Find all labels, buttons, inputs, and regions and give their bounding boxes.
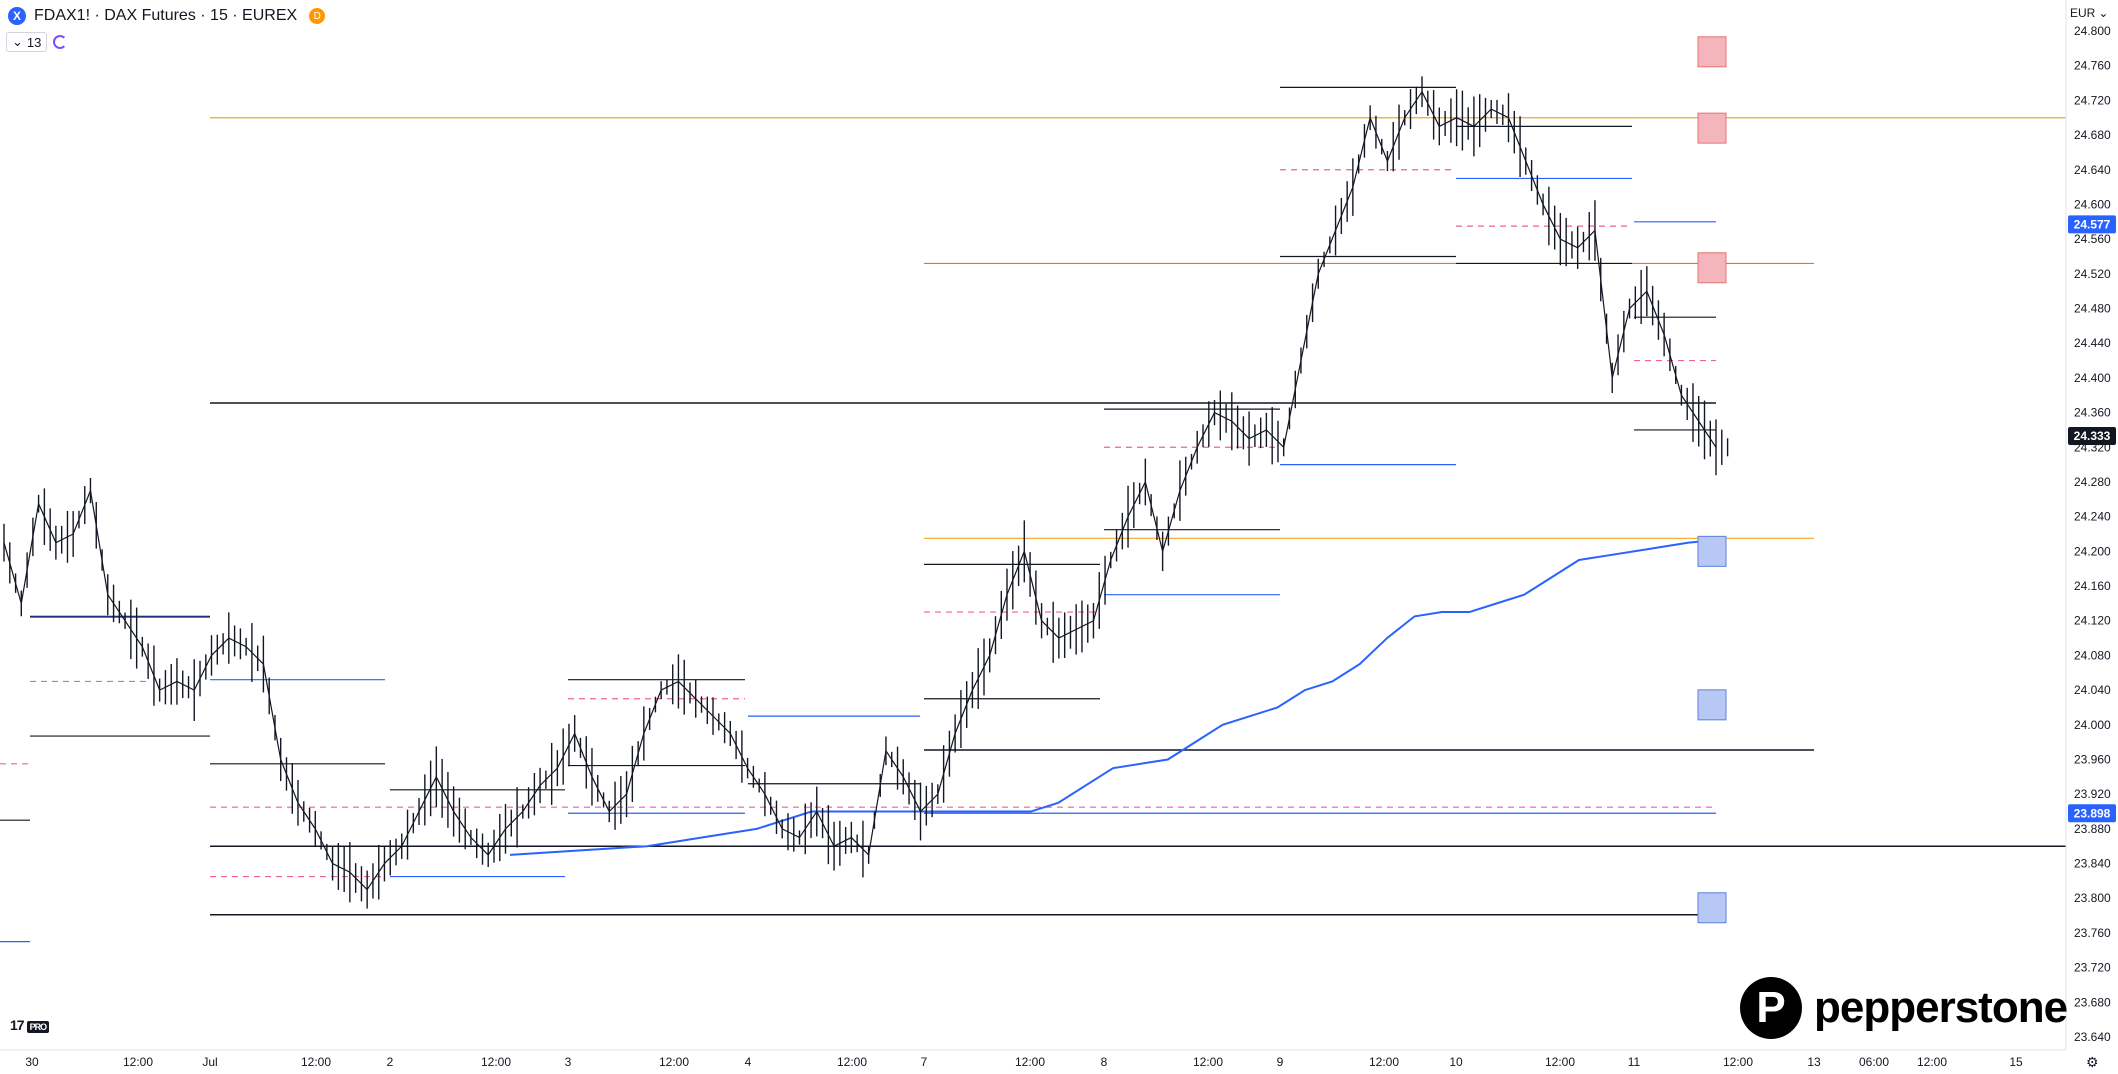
- x-tick-label-12: 8: [1101, 1055, 1108, 1069]
- x-tick-label-10: 7: [921, 1055, 928, 1069]
- x-tick-label-15: 12:00: [1369, 1055, 1399, 1069]
- y-tick-label-24: 23.840: [2074, 857, 2111, 871]
- refresh-icon[interactable]: [53, 35, 68, 49]
- x-tick-label-19: 12:00: [1723, 1055, 1753, 1069]
- y-tick-label-23: 23.880: [2074, 822, 2111, 836]
- y-tick-label-26: 23.760: [2074, 926, 2111, 940]
- gear-icon[interactable]: ⚙: [2086, 1054, 2099, 1070]
- price-badge-label-0: 24.577: [2074, 217, 2111, 231]
- pro-tag: PRO: [26, 1021, 50, 1033]
- y-tick-label-3: 24.680: [2074, 128, 2111, 142]
- price-badge-0: [2068, 215, 2116, 234]
- price-series: [3, 76, 1729, 909]
- red-box-3: [1697, 252, 1727, 284]
- y-tick-label-22: 23.920: [2074, 787, 2111, 801]
- y-tick-label-5: 24.600: [2074, 197, 2111, 211]
- price-badges: 24.577 24.333 23.898: [2068, 215, 2116, 823]
- x-tick-label-5: 12:00: [481, 1055, 511, 1069]
- y-tick-label-9: 24.440: [2074, 336, 2111, 350]
- symbol-header[interactable]: X FDAX1! · DAX Futures · 15 · EUREX D: [8, 4, 326, 28]
- y-tick-label-17: 24.120: [2074, 614, 2111, 628]
- y-tick-label-2: 24.720: [2074, 93, 2111, 107]
- chevron-down-icon: ⌄: [2098, 6, 2109, 20]
- y-tick-label-0: 24.800: [2074, 24, 2111, 38]
- x-tick-label-18: 11: [1628, 1055, 1641, 1069]
- x-tick-label-20: 13: [1807, 1055, 1821, 1069]
- price-axis[interactable]: 24.800 24.760 24.720 24.680 24.640 24.600 24.5…: [2074, 24, 2111, 1044]
- x-tick-label-14: 9: [1277, 1055, 1284, 1069]
- y-tick-label-19: 24.040: [2074, 683, 2111, 697]
- price-line: [3, 90, 1717, 891]
- x-tick-label-16: 10: [1449, 1055, 1463, 1069]
- price-badge-2: [2068, 804, 2116, 823]
- y-tick-label-25: 23.800: [2074, 891, 2111, 905]
- x-tick-label-21: 06:00: [1859, 1055, 1889, 1069]
- y-tick-label-1: 24.760: [2074, 59, 2111, 73]
- y-tick-label-15: 24.200: [2074, 544, 2111, 558]
- x-tick-label-22: 12:00: [1917, 1055, 1947, 1069]
- x-tick-label-7: 12:00: [659, 1055, 689, 1069]
- y-tick-label-27: 23.720: [2074, 961, 2111, 975]
- blue-box-3: [1697, 892, 1727, 924]
- x-tick-label-1: 12:00: [123, 1055, 153, 1069]
- x-tick-label-2: Jul: [202, 1055, 217, 1069]
- level-markers: [1697, 36, 1727, 924]
- y-tick-label-4: 24.640: [2074, 163, 2111, 177]
- y-tick-label-29: 23.640: [2074, 1030, 2111, 1044]
- price-badge-1: [2068, 427, 2116, 446]
- y-tick-label-16: 24.160: [2074, 579, 2111, 593]
- y-tick-label-6: 24.560: [2074, 232, 2111, 246]
- x-tick-label-6: 3: [565, 1055, 572, 1069]
- delayed-data-icon[interactable]: D: [309, 8, 326, 24]
- x-tick-label-8: 4: [745, 1055, 752, 1069]
- x-tick-label-23: 15: [2009, 1055, 2023, 1069]
- chevron-down-icon: ⌄: [12, 34, 23, 49]
- x-tick-label-4: 2: [387, 1055, 394, 1069]
- x-tick-label-0: 30: [25, 1055, 39, 1069]
- time-axis[interactable]: 30 12:00 Jul 12:00 2 12:00 3 12:00 4 12:00 7 12:00 8…: [25, 1055, 2023, 1069]
- price-badge-label-2: 23.898: [2074, 806, 2111, 820]
- indicator-toolbar: ⌄ 13: [6, 32, 68, 52]
- blue-box-2: [1697, 689, 1727, 721]
- tv-logo: 17: [10, 1017, 25, 1033]
- symbol-title[interactable]: FDAX1! · DAX Futures · 15 · EUREX: [34, 7, 298, 24]
- y-tick-label-21: 23.960: [2074, 752, 2111, 766]
- pepperstone-logo: P pepperstone: [1740, 977, 2068, 1039]
- y-tick-label-8: 24.480: [2074, 302, 2111, 316]
- symbol-icon: X: [8, 7, 26, 25]
- currency-label: EUR: [2070, 6, 2096, 20]
- indicators-toggle-button[interactable]: ⌄ 13: [6, 32, 48, 52]
- y-tick-label-7: 24.520: [2074, 267, 2111, 281]
- x-tick-label-17: 12:00: [1545, 1055, 1575, 1069]
- y-tick-label-20: 24.000: [2074, 718, 2111, 732]
- y-tick-label-28: 23.680: [2074, 995, 2111, 1009]
- pepperstone-wordmark: pepperstone: [1814, 983, 2068, 1032]
- indicator-count: 13: [26, 34, 42, 50]
- session-levels: [0, 86, 1716, 943]
- y-tick-label-10: 24.400: [2074, 371, 2111, 385]
- y-tick-label-11: 24.360: [2074, 406, 2111, 420]
- y-tick-label-13: 24.280: [2074, 475, 2111, 489]
- currency-button[interactable]: EUR ⌄: [2070, 6, 2108, 20]
- pepperstone-logo-icon: P: [1740, 977, 1802, 1039]
- y-tick-label-14: 24.240: [2074, 510, 2111, 524]
- red-box-2: [1697, 112, 1727, 144]
- horizontal-levels: [210, 117, 2066, 916]
- x-tick-label-11: 12:00: [1015, 1055, 1045, 1069]
- red-box-1: [1697, 36, 1727, 68]
- tradingview-watermark[interactable]: 17 PRO: [10, 1017, 50, 1033]
- y-tick-label-18: 24.080: [2074, 648, 2111, 662]
- x-tick-label-13: 12:00: [1193, 1055, 1223, 1069]
- blue-box-1: [1697, 535, 1727, 567]
- x-tick-label-3: 12:00: [301, 1055, 331, 1069]
- x-tick-label-9: 12:00: [837, 1055, 867, 1069]
- price-badge-label-1: 24.333: [2074, 429, 2111, 443]
